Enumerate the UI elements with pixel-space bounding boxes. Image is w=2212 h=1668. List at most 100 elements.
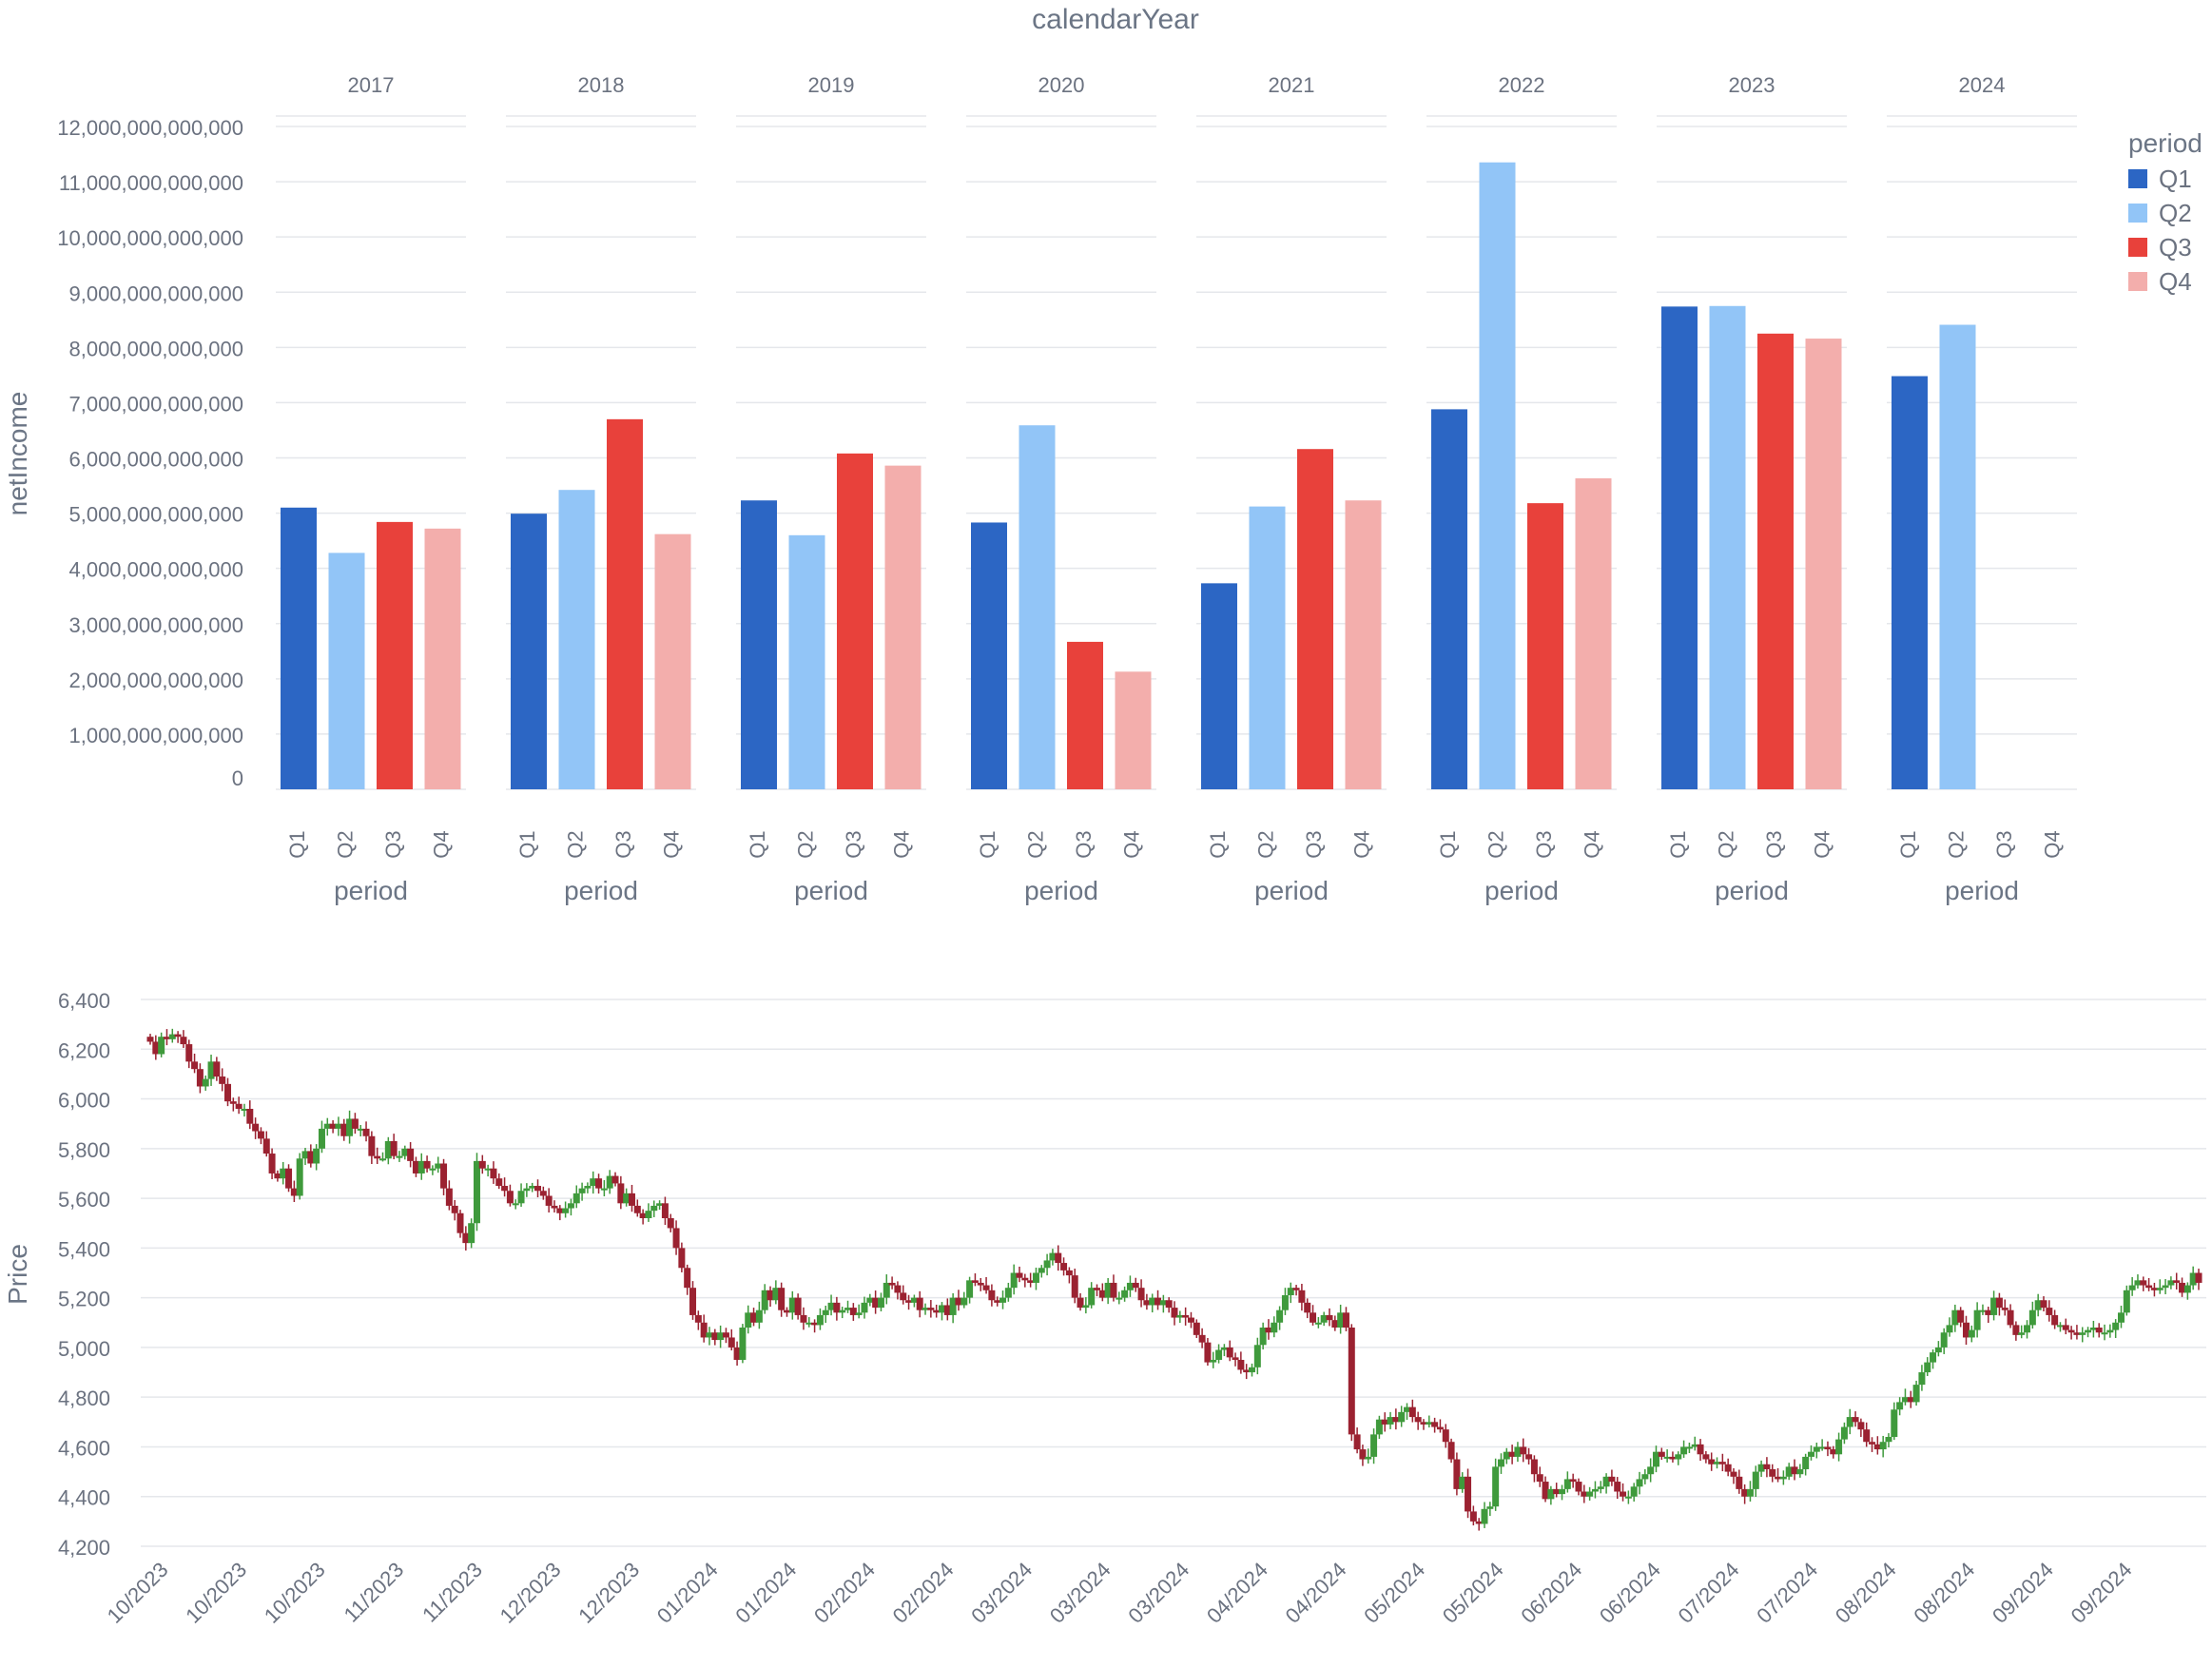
candle-body [1873, 1444, 1881, 1450]
bar-2017-Q2 [328, 553, 365, 789]
candle-body [2028, 1309, 2036, 1326]
candle-body [1852, 1417, 1859, 1423]
candle [1663, 1449, 1671, 1463]
candle-body [1348, 1328, 1355, 1435]
date-tick-label: 12/2023 [573, 1558, 644, 1628]
candle-body [196, 1069, 204, 1087]
bar-2023-Q1 [1661, 306, 1698, 789]
candle-body [1775, 1476, 1782, 1480]
candle [2040, 1296, 2047, 1312]
candle-body [1658, 1451, 1665, 1457]
candle-body [1271, 1322, 1278, 1333]
candle [1265, 1319, 1272, 1340]
bar-2021-Q4 [1345, 500, 1382, 789]
candle-body [1934, 1347, 1942, 1353]
candle-body [2145, 1285, 2153, 1289]
price-tick-label: 5,600 [58, 1188, 110, 1212]
candle [900, 1285, 907, 1305]
candle [1149, 1293, 1156, 1313]
candle [384, 1136, 392, 1165]
candle [1957, 1307, 1965, 1328]
candle-body [412, 1160, 419, 1173]
candle-body [1320, 1314, 1328, 1323]
candle [2034, 1293, 2042, 1317]
candle [1608, 1469, 1616, 1486]
candle [1647, 1458, 1655, 1483]
candle-body [417, 1160, 425, 1173]
date-tick-label: 03/2024 [1123, 1558, 1193, 1628]
candle [1420, 1419, 1427, 1430]
candle [2183, 1282, 2191, 1300]
candle-body [229, 1101, 237, 1104]
date-tick-label: 06/2024 [1595, 1558, 1665, 1628]
candle [894, 1281, 902, 1300]
x-tick-label: Q4 [890, 830, 914, 858]
candle-body [694, 1314, 702, 1323]
bar-2019-Q3 [837, 453, 873, 789]
candle-body [2085, 1329, 2092, 1333]
candle [1591, 1481, 1599, 1499]
candle-body [700, 1322, 708, 1338]
date-tick-label: 11/2023 [340, 1558, 409, 1627]
candle-body [567, 1203, 574, 1209]
candle [1852, 1411, 1859, 1427]
candle [1077, 1292, 1084, 1311]
candle [805, 1317, 813, 1328]
facet-2019: 2019 Q1 Q2 Q3 Q4 period [741, 73, 922, 905]
candle [1907, 1390, 1914, 1408]
candle-body [1215, 1349, 1223, 1360]
candle [1304, 1298, 1311, 1319]
candle [1885, 1433, 1892, 1447]
candle [943, 1298, 951, 1321]
candle-body [750, 1312, 758, 1323]
candle-body [556, 1208, 564, 1213]
candle [307, 1144, 315, 1168]
candle [1310, 1305, 1317, 1326]
candle-body [1962, 1322, 1969, 1338]
candle [1298, 1284, 1306, 1311]
candle [2024, 1320, 2031, 1339]
candle [1055, 1245, 1062, 1271]
candle [235, 1096, 243, 1115]
candle-body [1104, 1282, 1112, 1298]
candle [1807, 1445, 1814, 1461]
candle [1530, 1455, 1538, 1483]
candle-body [805, 1322, 813, 1325]
x-tick-label: Q1 [746, 830, 769, 858]
candle-body [1652, 1451, 1659, 1467]
candle [999, 1290, 1007, 1309]
candle [1370, 1428, 1378, 1464]
candle [1486, 1502, 1494, 1517]
x-tick-label: Q4 [1350, 830, 1374, 858]
candle [1021, 1273, 1029, 1288]
candle [994, 1296, 1001, 1307]
candle [1314, 1317, 1322, 1329]
candle-body [1414, 1417, 1422, 1423]
candle [733, 1341, 741, 1366]
candle-body [1536, 1474, 1543, 1483]
candle-body [783, 1309, 790, 1313]
candle [739, 1324, 747, 1364]
x-tick-label: Q4 [1120, 830, 1144, 858]
candle-body [1586, 1491, 1594, 1497]
candle [512, 1199, 519, 1210]
x-tick-label: Q4 [430, 830, 454, 858]
bar-2022-Q2 [1479, 162, 1516, 790]
x-axis-title: period [794, 876, 868, 905]
candle [1481, 1502, 1488, 1528]
candle [1414, 1411, 1422, 1430]
candle-body [539, 1191, 547, 1196]
candle-body [650, 1205, 658, 1212]
candle-body [611, 1175, 619, 1184]
candle-body [429, 1168, 437, 1171]
candle-body [2173, 1280, 2181, 1283]
candle-body [1375, 1419, 1383, 1435]
candle [1253, 1337, 1261, 1375]
candle [1027, 1272, 1035, 1288]
candle [241, 1103, 248, 1117]
candle-body [1149, 1297, 1156, 1306]
candle [1010, 1264, 1018, 1295]
bar-2021-Q2 [1249, 506, 1286, 789]
candle-body [252, 1123, 260, 1132]
net-income-bar-chart: calendarYear netIncome 0 1,000,000,000,00… [3, 4, 2202, 905]
